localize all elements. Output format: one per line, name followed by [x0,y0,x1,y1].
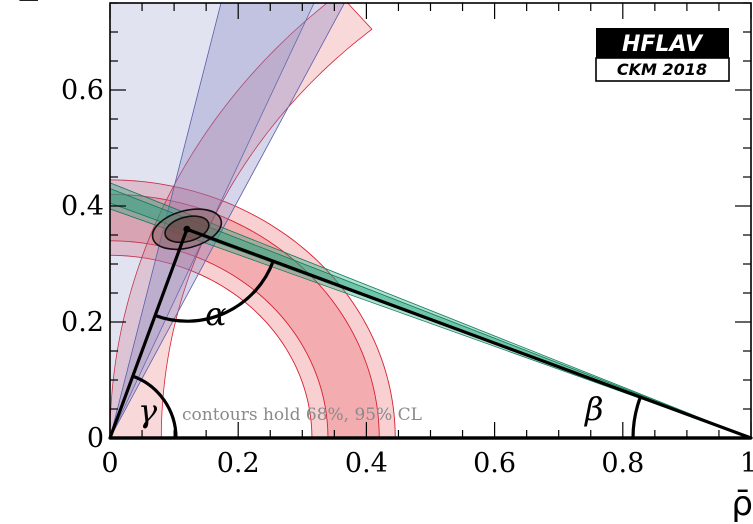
alpha-label: α [205,295,227,333]
beta-label: β [584,390,604,428]
y-tick-label: 0.2 [61,307,104,338]
gamma-arc [132,374,178,439]
y-tick-label: 0.6 [61,75,104,106]
apex-point [183,225,191,233]
x-axis-title: ρ̄ [731,484,753,524]
y-tick-label: 0.4 [61,191,104,222]
x-tick-label: 0.2 [217,448,260,479]
logo-bottom-text: CKM 2018 [617,60,707,79]
y-tick-label: 0 [87,423,104,454]
alpha-arc [154,260,275,323]
x-tick-label: 0.6 [473,448,516,479]
beta-band-95 [110,182,751,438]
alpha-band-2 [110,3,345,438]
logo-top-box [596,28,729,58]
logo-top-text: HFLAV [622,32,704,57]
x-tick-label: 0.4 [345,448,388,479]
cl-note: contours hold 68%, 95% CL [182,405,422,425]
x-tick-label: 0 [101,448,118,479]
x-tick-label: 1 [740,448,753,479]
x-tick-label: 0.8 [601,448,644,479]
y-axis-title: η̄ [7,0,47,4]
gamma-label: γ [138,392,158,430]
beta-arc [631,396,642,439]
logo-bottom-box [595,57,730,82]
